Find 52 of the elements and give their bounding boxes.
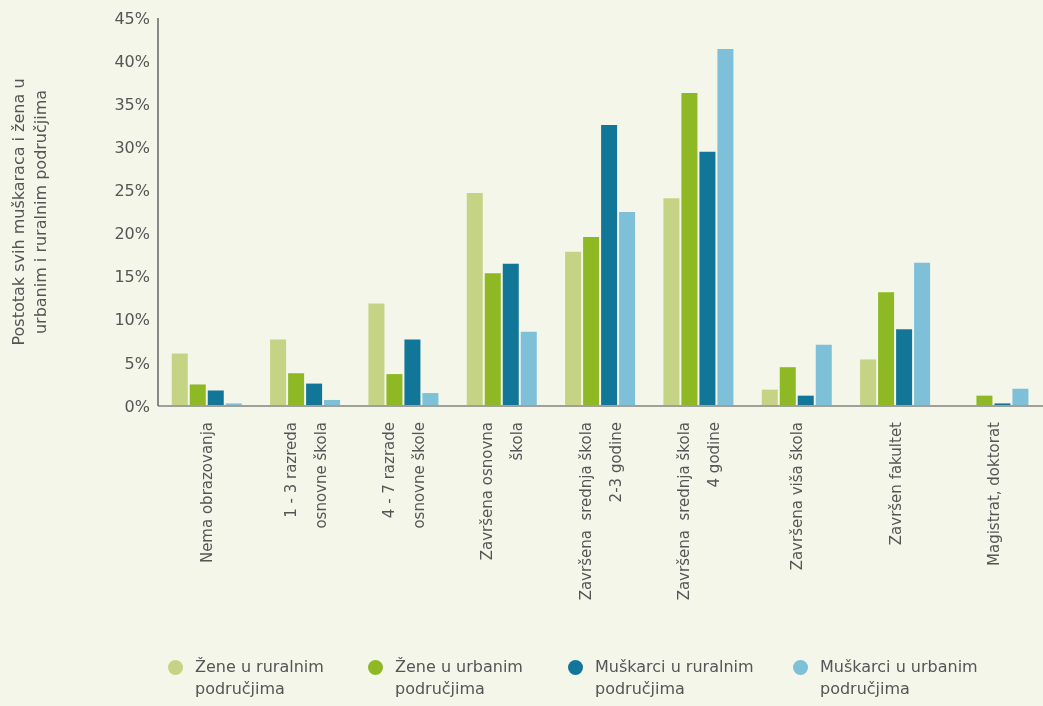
y-tick-label: 0% bbox=[124, 396, 150, 416]
x-tick-label: Nema obrazovanja bbox=[198, 422, 217, 564]
legend-label: Žene u ruralnim područjima bbox=[195, 656, 325, 700]
bar bbox=[681, 93, 698, 406]
bar bbox=[896, 329, 913, 406]
bar bbox=[565, 251, 582, 406]
bar bbox=[717, 49, 734, 406]
bar bbox=[583, 237, 600, 406]
bar bbox=[484, 273, 501, 406]
bar bbox=[502, 263, 519, 406]
y-tick-label: 15% bbox=[114, 267, 150, 287]
bar bbox=[914, 262, 931, 406]
x-tick-label: Magistrat, doktorat bbox=[984, 421, 1003, 566]
bar bbox=[270, 339, 287, 406]
bar bbox=[663, 198, 680, 406]
bar bbox=[761, 389, 778, 406]
legend-label: Muškarci u urbanim područjima bbox=[820, 656, 979, 700]
bar bbox=[306, 383, 323, 406]
y-tick-label: 10% bbox=[114, 310, 150, 330]
bar bbox=[466, 193, 483, 406]
bar bbox=[386, 374, 403, 406]
bar bbox=[815, 344, 832, 406]
bar bbox=[171, 353, 188, 406]
x-tick-label: Završena viša škola bbox=[788, 422, 807, 571]
x-tick-label: Završena srednja škola 4 godine bbox=[674, 422, 723, 601]
y-tick-label: 40% bbox=[114, 51, 150, 71]
y-axis-title: Postotak svih muškaraca i žena u urbanim i ruralnim područjima bbox=[9, 78, 50, 346]
bar bbox=[520, 331, 537, 406]
bar bbox=[699, 151, 716, 406]
x-tick-label: Završen fakultet bbox=[886, 421, 905, 546]
x-tick-label: Završena osnovna škola bbox=[478, 422, 527, 561]
bar bbox=[368, 303, 385, 406]
bar bbox=[1012, 388, 1029, 406]
y-tick-label: 25% bbox=[114, 181, 150, 201]
bar bbox=[619, 212, 636, 406]
legend-label: Muškarci u ruralnim područjima bbox=[595, 656, 755, 700]
y-tick-label: 35% bbox=[114, 94, 150, 114]
y-tick-label: 30% bbox=[114, 138, 150, 158]
y-tick-label: 20% bbox=[114, 224, 150, 244]
y-tick-label: 5% bbox=[124, 353, 150, 373]
bar bbox=[422, 393, 439, 406]
bar bbox=[878, 292, 895, 406]
bar bbox=[860, 359, 877, 406]
bar bbox=[404, 339, 421, 406]
x-tick-label: 1 - 3 razreda osnovne škola bbox=[281, 422, 330, 529]
bar bbox=[207, 390, 224, 406]
bar bbox=[601, 124, 618, 406]
legend-label: Žene u urbanim područjima bbox=[395, 656, 524, 700]
bar bbox=[288, 373, 305, 406]
y-tick-label: 45% bbox=[114, 8, 150, 28]
bar bbox=[189, 384, 206, 406]
bar bbox=[779, 367, 796, 406]
